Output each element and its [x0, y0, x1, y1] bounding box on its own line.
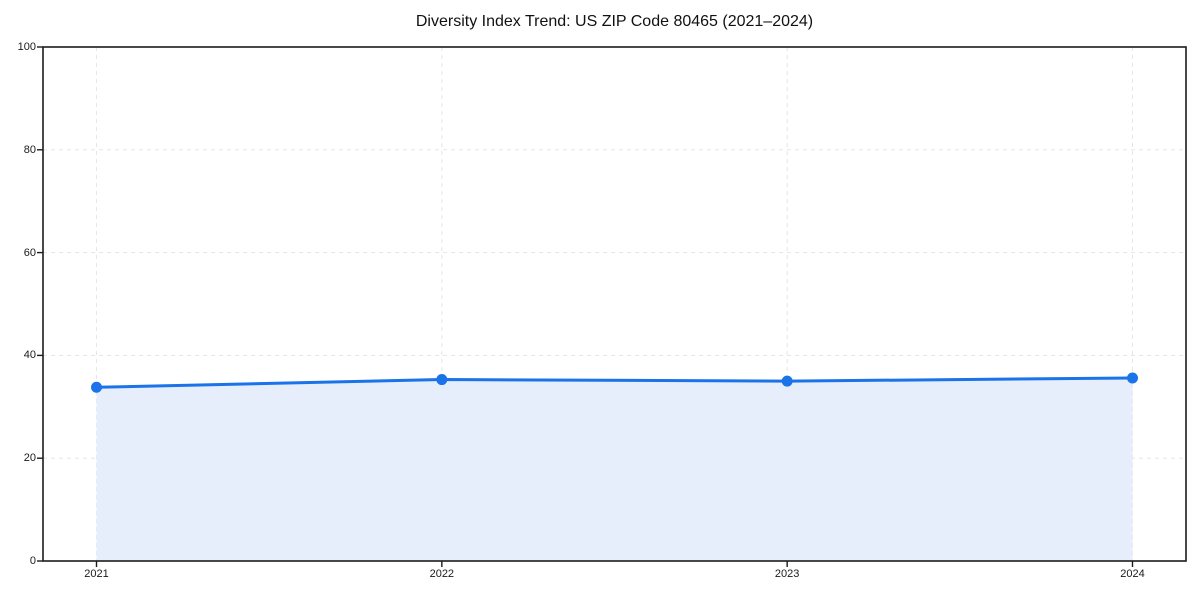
y-tick-label: 40: [23, 349, 36, 362]
y-tick-label: 100: [17, 41, 36, 53]
chart-title: Diversity Index Trend: US ZIP Code 80465…: [415, 13, 814, 30]
plot-area: [37, 46, 1187, 567]
data-point-marker: [91, 381, 102, 393]
x-tick-label: 2024: [1120, 568, 1145, 580]
x-tick-label: 2022: [429, 568, 455, 580]
y-tick-label: 80: [23, 143, 36, 156]
y-tick-label: 0: [29, 555, 36, 567]
plot-border: [42, 46, 1187, 562]
data-point-marker: [1127, 372, 1138, 384]
x-tick-label: 2021: [84, 568, 109, 580]
area-fill: [96, 378, 1133, 561]
data-point-marker: [436, 374, 448, 386]
data-point-marker: [781, 375, 793, 387]
y-tick-label: 60: [23, 246, 36, 259]
y-tick-label: 20: [23, 452, 36, 465]
x-tick-label: 2023: [774, 568, 800, 580]
line-area-plot: [37, 46, 1187, 567]
trend-line: [95, 376, 1134, 389]
